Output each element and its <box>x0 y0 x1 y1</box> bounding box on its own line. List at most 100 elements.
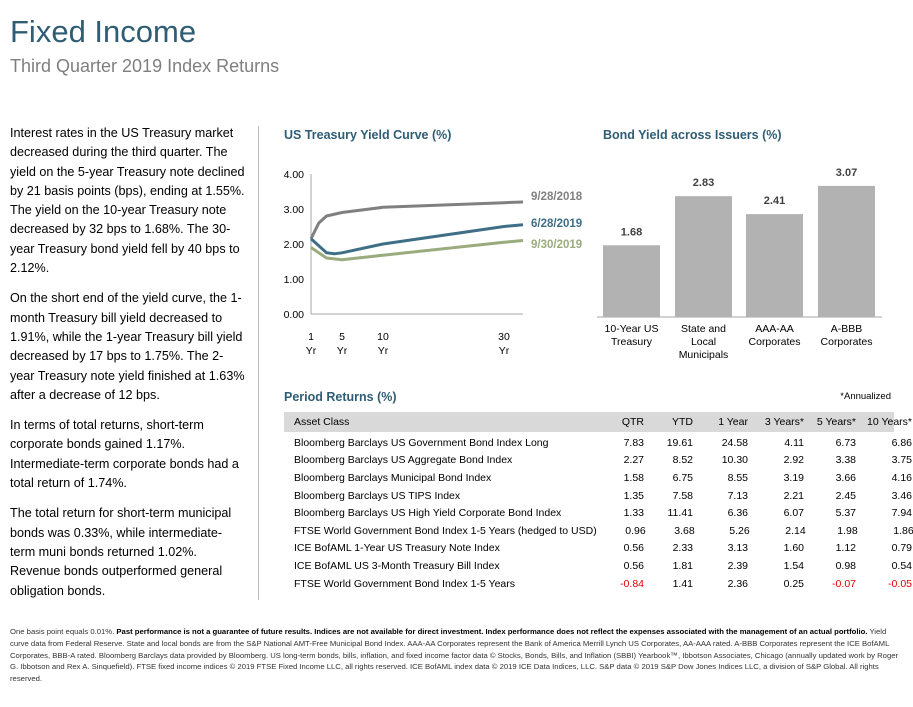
header-qtr: QTR <box>621 416 644 428</box>
table-row: Bloomberg Barclays US High Yield Corpora… <box>284 504 912 522</box>
commentary-paragraph: In terms of total returns, short-term co… <box>10 418 239 491</box>
annualized-note: *Annualized <box>840 391 891 402</box>
return-cell: 24.58 <box>721 436 748 449</box>
bar-category-label: State and <box>681 323 726 335</box>
return-cell: 0.54 <box>891 559 912 572</box>
bar-category-label: AAA-AA <box>755 323 794 335</box>
return-cell: 5.26 <box>729 524 750 537</box>
bond-yield-title: Bond Yield across Issuers (%) <box>603 128 782 142</box>
header-ytd: YTD <box>672 416 693 428</box>
table-row: Bloomberg Barclays US Government Bond In… <box>284 434 912 452</box>
table-row: Bloomberg Barclays Municipal Bond Index 1… <box>284 469 912 487</box>
returns-table: Asset Class QTR YTD 1 Year 3 Years* 5 Ye… <box>284 412 913 593</box>
bar <box>818 185 875 317</box>
return-cell: 6.07 <box>783 507 804 520</box>
table-row: FTSE World Government Bond Index 1-5 Yea… <box>284 575 912 593</box>
table-header: Asset Class QTR YTD 1 Year 3 Years* 5 Ye… <box>284 412 912 432</box>
header-5-years: 5 Years* <box>816 416 856 428</box>
x-tick-label: Yr <box>499 345 510 357</box>
x-tick-label: 1 <box>308 331 314 343</box>
return-cell: 2.39 <box>727 559 748 572</box>
return-cell: -0.84 <box>620 577 644 590</box>
header-3-years: 3 Years* <box>764 416 804 428</box>
return-cell: 2.36 <box>727 577 748 590</box>
asset-class-cell: Bloomberg Barclays US TIPS Index <box>294 489 461 502</box>
y-tick-label: 0.00 <box>284 309 305 321</box>
bar-category-label: 10-Year US <box>605 323 659 335</box>
return-cell: 19.61 <box>666 436 693 449</box>
x-tick-label: Yr <box>378 345 389 357</box>
commentary: Interest rates in the US Treasury market… <box>10 124 245 612</box>
bar-category-label: Corporates <box>749 336 801 348</box>
asset-class-cell: FTSE World Government Bond Index 1-5 Yea… <box>294 524 597 537</box>
return-cell: 10.30 <box>721 454 748 467</box>
bar-category-label: A-BBB <box>831 323 863 335</box>
asset-class-cell: Bloomberg Barclays Municipal Bond Index <box>294 471 492 484</box>
bar-value-label: 2.83 <box>693 177 714 189</box>
table-row: ICE BofAML US 3-Month Treasury Bill Inde… <box>284 557 912 575</box>
footnote-sources: Yield curve data from Federal Reserve. S… <box>10 627 899 684</box>
bar-value-label: 1.68 <box>621 226 642 238</box>
commentary-paragraph: On the short end of the yield curve, the… <box>10 291 245 402</box>
table-row: Bloomberg Barclays US Aggregate Bond Ind… <box>284 452 912 470</box>
return-cell: 1.54 <box>783 559 804 572</box>
period-returns-title: Period Returns (%) <box>284 390 397 404</box>
return-cell: 1.60 <box>783 542 804 555</box>
return-cell: 3.19 <box>783 471 804 484</box>
page-title: Fixed Income <box>10 14 197 49</box>
footnote-lead: One basis point equals 0.01%. <box>10 627 115 636</box>
return-cell: 1.41 <box>672 577 693 590</box>
return-cell: 2.14 <box>785 524 806 537</box>
return-cell: 3.68 <box>674 524 695 537</box>
bar <box>603 245 660 317</box>
y-tick-label: 3.00 <box>284 204 305 216</box>
y-tick-label: 2.00 <box>284 239 305 251</box>
series-line-6-28-2019 <box>309 223 524 256</box>
return-cell: 6.73 <box>835 436 856 449</box>
return-cell: 0.56 <box>623 542 644 555</box>
return-cell: 2.33 <box>672 542 693 555</box>
table-row: Bloomberg Barclays US TIPS Index 1.35 7.58… <box>284 487 912 505</box>
return-cell: 7.13 <box>727 489 748 502</box>
bar <box>675 196 732 317</box>
return-cell: 3.38 <box>835 454 856 467</box>
return-cell: 4.16 <box>891 471 912 484</box>
series-label: 6/28/2019 <box>531 218 582 230</box>
x-tick-label: 5 <box>339 331 345 343</box>
return-cell: 5.37 <box>835 507 856 520</box>
return-cell: 2.27 <box>623 454 644 467</box>
x-tick-label: 30 <box>498 331 510 343</box>
header-1-year: 1 Year <box>718 416 748 428</box>
bar-value-label: 2.41 <box>764 195 785 207</box>
return-cell: 0.79 <box>891 542 912 555</box>
asset-class-cell: FTSE World Government Bond Index 1-5 Yea… <box>294 577 516 590</box>
return-cell: 1.86 <box>893 524 913 537</box>
x-tick-label: 10 <box>377 331 389 343</box>
series-label: 9/28/2018 <box>531 191 583 203</box>
bar-category-label: Treasury <box>611 336 653 348</box>
return-cell: 0.96 <box>625 524 646 537</box>
return-cell: 2.21 <box>783 489 804 502</box>
asset-class-cell: ICE BofAML 1-Year US Treasury Note Index <box>294 542 500 555</box>
header-asset-class: Asset Class <box>294 416 350 428</box>
charts-canvas: 0.00 1.00 2.00 3.00 4.00 1 Yr 5 Yr 10 Yr 30 Yr 9/28/2… <box>284 167 882 361</box>
footnote: One basis point equals 0.01%. Past perfo… <box>10 626 900 685</box>
return-cell: 4.11 <box>784 436 804 449</box>
divider <box>258 126 259 600</box>
y-tick-label: 1.00 <box>284 274 305 286</box>
yield-curve-title: US Treasury Yield Curve (%) <box>284 128 452 142</box>
return-cell: 3.13 <box>727 542 748 555</box>
return-cell: 1.81 <box>672 559 693 572</box>
table-row: ICE BofAML 1-Year US Treasury Note Index… <box>284 540 912 558</box>
return-cell: -0.07 <box>832 577 856 590</box>
return-cell: 1.58 <box>623 471 644 484</box>
asset-class-cell: Bloomberg Barclays US Aggregate Bond Ind… <box>294 454 513 467</box>
series-line-9-28-2018 <box>309 200 524 240</box>
y-tick-label: 4.00 <box>284 169 305 181</box>
return-cell: 1.12 <box>835 542 856 555</box>
bar-category-label: Municipals <box>679 349 729 361</box>
return-cell: 3.66 <box>835 471 856 484</box>
return-cell: 0.98 <box>835 559 856 572</box>
x-tick-label: Yr <box>306 345 317 357</box>
bar-value-label: 3.07 <box>836 167 857 179</box>
